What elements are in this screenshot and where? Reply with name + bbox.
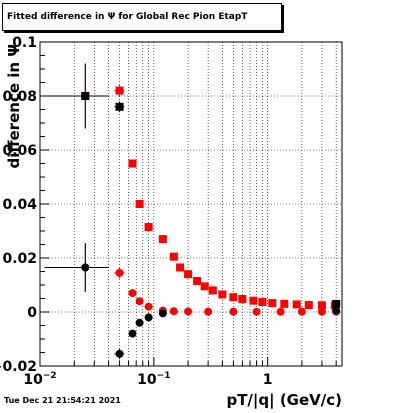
data-point-square xyxy=(258,298,267,307)
data-point-circle xyxy=(276,307,285,316)
data-point-circle xyxy=(252,307,261,316)
data-point-circle xyxy=(297,307,306,316)
data-point-square xyxy=(317,301,326,310)
data-point-square xyxy=(304,300,313,309)
data-point-circle xyxy=(158,309,167,318)
data-point-square xyxy=(268,299,277,308)
data-point-square xyxy=(115,86,124,95)
y-axis-title: difference in Ψ xyxy=(5,44,23,169)
data-point-circle xyxy=(128,289,137,298)
data-point-circle xyxy=(135,318,144,327)
data-point-square xyxy=(238,295,247,304)
data-point-square xyxy=(144,222,153,231)
y-tick-label: 0.04 xyxy=(2,197,37,213)
data-point-circle xyxy=(115,349,124,358)
data-point-square xyxy=(218,290,227,299)
data-point-circle xyxy=(144,302,153,311)
data-point-square xyxy=(169,252,178,261)
chart-title: Fitted difference in Ψ for Global Rec Pi… xyxy=(2,3,282,31)
data-point-circle xyxy=(81,263,90,272)
x-tick-label: 10−1 xyxy=(137,371,170,388)
data-point-square xyxy=(229,293,238,302)
data-point-square xyxy=(332,299,341,308)
data-point-circle xyxy=(317,307,326,316)
data-point-square xyxy=(135,200,144,208)
y-tick-label: 0.02 xyxy=(2,251,37,267)
data-point-circle xyxy=(204,307,213,316)
data-point-square xyxy=(81,92,90,100)
data-point-square xyxy=(184,270,193,279)
data-point-square xyxy=(176,263,185,272)
y-tick-label: 0.1 xyxy=(12,35,37,51)
data-point-circle xyxy=(169,307,178,316)
y-tick-label: 0 xyxy=(27,305,37,321)
data-point-square xyxy=(193,276,202,285)
data-point-square xyxy=(158,235,167,244)
y-tick-label: 0.08 xyxy=(2,89,37,105)
data-point-square xyxy=(280,299,289,308)
x-tick-label: 1 xyxy=(263,372,273,388)
data-point-circle xyxy=(184,307,193,316)
data-point-circle xyxy=(229,307,238,316)
data-point-square xyxy=(128,159,137,168)
x-axis-title: pT/|q| (GeV/c) xyxy=(226,391,342,409)
y-tick-label: −0.02 xyxy=(0,359,37,375)
data-point-circle xyxy=(144,313,153,322)
data-point-square xyxy=(292,300,301,309)
data-point-circle xyxy=(128,329,137,338)
data-point-circle xyxy=(135,297,144,306)
data-point-square xyxy=(115,102,124,111)
y-tick-label: 0.06 xyxy=(2,143,37,159)
data-point-square xyxy=(200,282,209,291)
timestamp: Tue Dec 21 21:54:21 2021 xyxy=(4,396,121,405)
data-point-square xyxy=(249,296,258,305)
data-point-square xyxy=(208,286,217,295)
data-point-circle xyxy=(115,268,124,277)
data-point-circle xyxy=(332,306,341,315)
